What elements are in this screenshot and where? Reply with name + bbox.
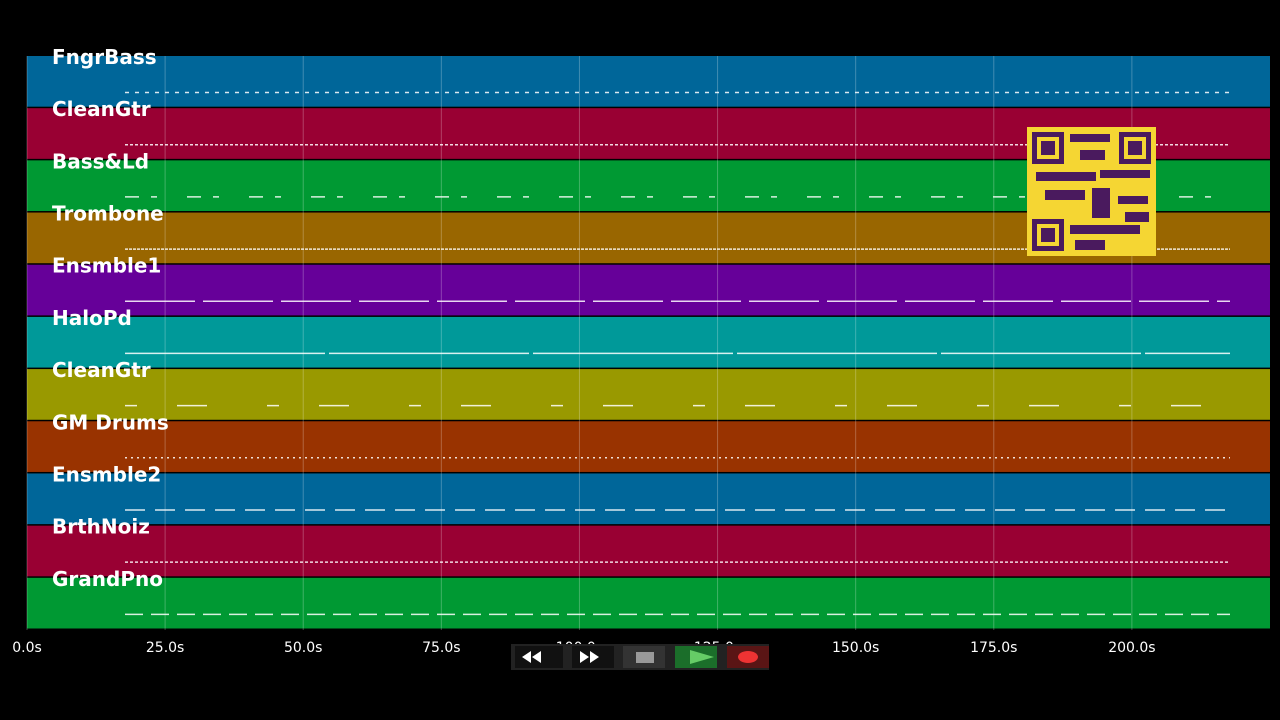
- track-label: Trombone: [52, 202, 164, 226]
- tick-label: 200.0s: [1108, 640, 1155, 656]
- record-button[interactable]: [727, 646, 769, 668]
- tick-label: 0.0s: [12, 640, 42, 656]
- rewind-button[interactable]: [515, 646, 563, 668]
- track-label: BrthNoiz: [52, 515, 150, 539]
- forward-button[interactable]: [572, 646, 614, 668]
- track-label: HaloPd: [52, 306, 132, 330]
- track-label: Ensmble1: [52, 254, 161, 278]
- track-lane: [27, 577, 1270, 629]
- tick-label: 175.0s: [970, 640, 1017, 656]
- track-lane: [27, 473, 1270, 525]
- track-label: GrandPno: [52, 567, 163, 591]
- track-lane: [27, 421, 1270, 472]
- track-lane: [27, 264, 1270, 316]
- labels: FngrBass CleanGtr Bass&Ld Trombone Ensmble1 H…: [52, 45, 169, 591]
- track-label: CleanGtr: [52, 358, 151, 382]
- play-button[interactable]: [675, 646, 717, 668]
- tick-label: 75.0s: [422, 640, 460, 656]
- track-label: Bass&Ld: [52, 149, 149, 173]
- track-lane: [27, 525, 1270, 577]
- qr-code: [1027, 127, 1156, 256]
- track-lane: [27, 369, 1270, 420]
- track-lane: [27, 316, 1270, 368]
- controls: [511, 644, 769, 670]
- track-label: CleanGtr: [52, 97, 151, 121]
- track-lane: [27, 56, 1270, 107]
- stop-button[interactable]: [623, 646, 665, 668]
- tick-label: 25.0s: [146, 640, 184, 656]
- notes: [125, 91, 1230, 616]
- tick-label: 150.0s: [832, 640, 879, 656]
- track-label: GM Drums: [52, 410, 169, 434]
- tick-label: 50.0s: [284, 640, 322, 656]
- track-label: FngrBass: [52, 45, 157, 69]
- track-label: Ensmble2: [52, 462, 161, 486]
